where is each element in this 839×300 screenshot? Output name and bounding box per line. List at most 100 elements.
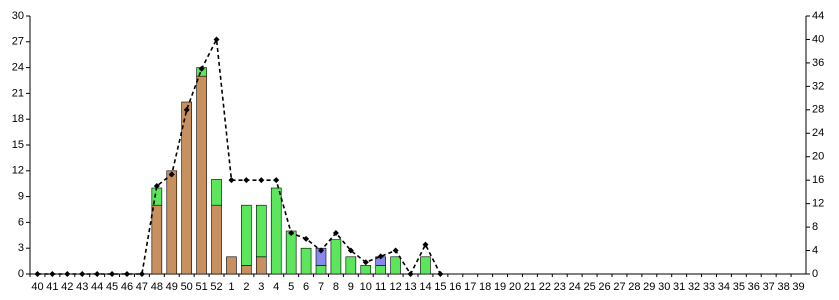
line-marker [183,106,190,113]
y2-tick-label: 24 [812,127,824,139]
x-tick-label: 25 [583,281,595,293]
x-tick-label: 7 [318,281,324,293]
line-marker [228,177,235,184]
line-marker [153,183,160,190]
y2-tick-label: 32 [812,80,824,92]
x-tick-label: 11 [375,281,386,293]
line-marker [347,247,354,254]
bar-segment [315,265,327,275]
line-marker [213,36,220,43]
x-tick-label: 8 [333,281,339,293]
line-marker [198,65,205,72]
x-tick-label: 41 [46,281,58,293]
x-tick-label: 27 [613,281,625,293]
y2-tick-label: 8 [812,221,818,233]
bar-segment [420,256,431,275]
x-tick-label: 48 [151,281,163,293]
x-tick-label: 37 [763,281,775,293]
x-tick-label: 31 [673,281,685,293]
line-marker [64,271,71,277]
y-tick-label: 18 [12,113,24,125]
x-tick-label: 24 [569,281,581,293]
line-marker [94,271,101,277]
line-marker [332,229,339,236]
x-tick-label: 14 [419,281,431,293]
y2-tick-label: 4 [812,244,818,256]
bar-segment [226,256,237,275]
bar-segment [181,101,192,275]
y2-tick-label: 20 [812,151,824,163]
x-tick-label: 43 [76,281,88,293]
line-marker [138,271,145,277]
x-tick-label: 17 [464,281,476,293]
x-tick-label: 18 [479,281,491,293]
bar-segment [375,265,386,275]
bar-segment [196,75,207,275]
line-marker [303,235,310,242]
x-tick-label: 38 [777,281,789,293]
bar-segment [166,170,178,275]
y-tick-label: 27 [12,36,24,48]
y-tick-label: 30 [12,10,24,22]
y2-tick-label: 28 [812,104,824,116]
x-tick-label: 26 [598,281,610,293]
x-tick-label: 52 [210,281,222,293]
y2-tick-label: 0 [812,268,818,280]
x-tick-label: 15 [434,281,446,293]
bar-segment [390,256,401,275]
y2-tick-label: 12 [812,198,824,210]
x-tick-label: 16 [449,281,461,293]
x-tick-label: 29 [643,281,655,293]
line-marker [34,271,41,277]
x-tick-label: 44 [91,281,103,293]
y-tick-label: 24 [12,62,24,74]
y-tick-label: 9 [18,191,24,203]
bar-segment [285,230,297,275]
line-marker [79,271,86,277]
line-marker [49,271,56,277]
x-tick-label: 5 [288,281,294,293]
x-tick-label: 40 [31,281,43,293]
y2-tick-label: 16 [812,174,824,186]
x-tick-label: 46 [121,281,133,293]
x-tick-label: 47 [136,281,148,293]
bar-segment [360,265,372,275]
x-tick-label: 3 [258,281,264,293]
x-tick-label: 33 [703,281,715,293]
bar-segment [241,265,252,275]
y-tick-label: 12 [12,165,24,177]
line-marker [407,271,414,277]
x-tick-label: 12 [389,281,401,293]
x-tick-label: 22 [539,281,551,293]
line-marker [258,177,265,184]
bar-segment [211,179,222,206]
bar-segment [330,239,342,275]
x-tick-label: 50 [181,281,193,293]
line-marker [288,229,295,236]
x-tick-label: 2 [243,281,249,293]
line-marker [392,247,399,254]
x-tick-label: 1 [228,281,234,293]
y-tick-label: 3 [18,242,24,254]
line-marker [422,241,429,248]
x-tick-label: 39 [792,281,804,293]
x-tick-label: 42 [61,281,73,293]
bar-segment [345,256,357,275]
bar-segment [270,187,282,275]
y-tick-label: 15 [12,139,24,151]
x-tick-label: 4 [273,281,279,293]
y2-tick-label: 44 [812,10,824,22]
line-marker [124,271,130,277]
x-tick-label: 51 [195,281,207,293]
bar-segment [211,204,222,275]
x-tick-label: 23 [554,281,566,293]
x-tick-label: 30 [658,281,670,293]
y2-tick-label: 36 [812,57,824,69]
x-tick-label: 6 [303,281,309,293]
line-marker [168,171,175,178]
bar-segment [241,204,252,266]
bar-segment [300,247,312,275]
x-tick-label: 9 [348,281,354,293]
